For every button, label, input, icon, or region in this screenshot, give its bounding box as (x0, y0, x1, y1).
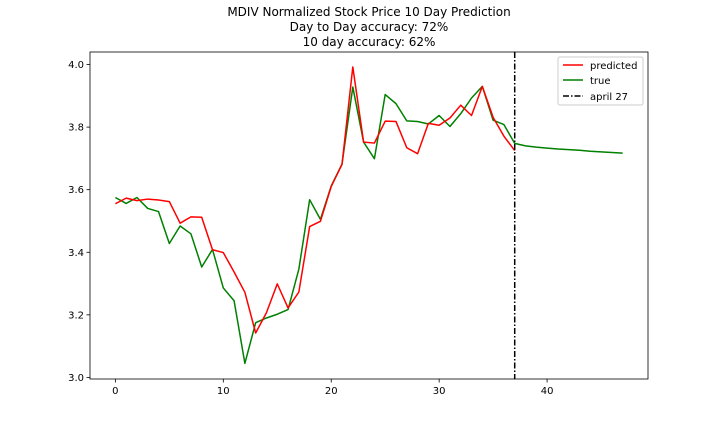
x-tick-label: 20 (325, 386, 338, 397)
legend-label-predicted: predicted (590, 61, 637, 72)
x-tick-label: 0 (112, 386, 118, 397)
x-tick-label: 40 (541, 386, 554, 397)
series-line-true (114, 85, 623, 365)
chart-title-line-2: Day to Day accuracy: 72% (290, 20, 449, 34)
legend-frame (557, 56, 644, 106)
legend-label-april-27: april 27 (590, 92, 628, 103)
y-tick-label: 3.6 (68, 185, 84, 196)
series-layer (114, 66, 623, 365)
plot-area: 0 10 20 30 40 3.0 3.2 3.4 3.6 3.8 4.0 (68, 51, 649, 397)
x-tick-label: 10 (217, 386, 230, 397)
y-axis: 3.0 3.2 3.4 3.6 3.8 4.0 (68, 60, 90, 384)
x-tick-label: 30 (433, 386, 446, 397)
y-tick-label: 3.0 (68, 373, 84, 384)
y-tick-label: 3.8 (68, 123, 84, 134)
chart-title-line-1: MDIV Normalized Stock Price 10 Day Predi… (227, 5, 510, 19)
y-tick-label: 4.0 (68, 60, 84, 71)
y-tick-label: 3.4 (68, 248, 84, 259)
series-line-predicted (115, 66, 516, 334)
chart-title-line-3: 10 day accuracy: 62% (303, 35, 436, 49)
legend-label-true: true (590, 76, 611, 87)
x-axis: 0 10 20 30 40 (112, 379, 553, 397)
y-tick-label: 3.2 (68, 310, 84, 321)
plot-frame (89, 51, 649, 380)
legend: predicted true april 27 (557, 56, 644, 106)
